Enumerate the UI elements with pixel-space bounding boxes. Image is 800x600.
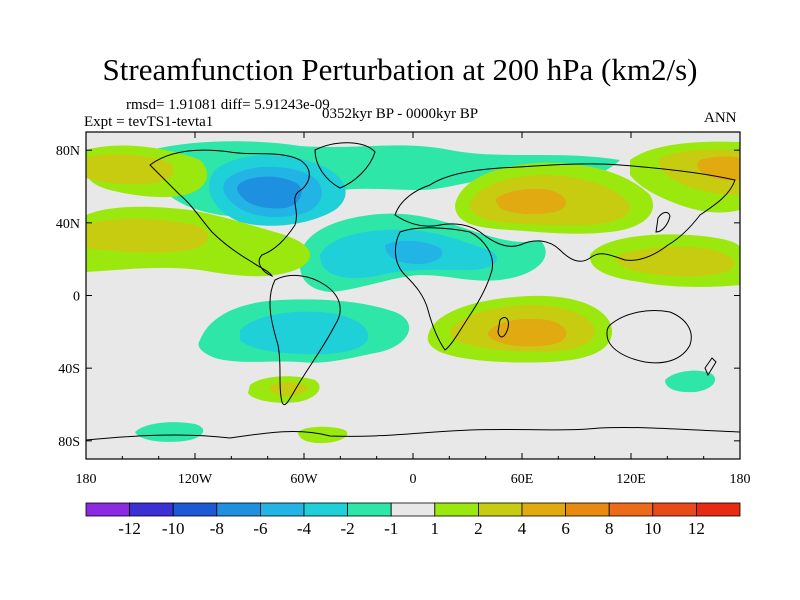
colorbar-label: -6 bbox=[253, 519, 267, 538]
lon-tick-label: 180 bbox=[730, 472, 751, 487]
contour-fill bbox=[495, 188, 566, 215]
colorbar-swatch bbox=[85, 502, 130, 517]
colorbar-swatch bbox=[390, 502, 436, 517]
lon-tick-label: 180 bbox=[76, 472, 97, 487]
colorbar-swatch bbox=[303, 502, 348, 517]
contour-fill bbox=[135, 422, 204, 442]
lat-tick-label: 80N bbox=[56, 144, 80, 159]
contour-fill bbox=[86, 218, 209, 253]
contour-fill bbox=[298, 426, 348, 444]
lat-tick-label: 40N bbox=[56, 217, 80, 232]
map-plot-area bbox=[86, 132, 740, 459]
stats-label: rmsd= 1.91081 diff= 5.91243e-09 bbox=[126, 97, 330, 113]
season-label: ANN bbox=[704, 110, 737, 126]
colorbar-swatch bbox=[652, 502, 697, 517]
colorbar-swatch bbox=[521, 502, 566, 517]
experiment-label: Expt = tevTS1-tevta1 bbox=[84, 114, 214, 130]
lon-tick-label: 60E bbox=[511, 472, 534, 487]
colorbar-label: 12 bbox=[688, 519, 705, 538]
colorbar-swatch bbox=[608, 502, 654, 517]
colorbar-label: -1 bbox=[384, 519, 398, 538]
contour-fill bbox=[488, 318, 567, 347]
contour-fill bbox=[615, 246, 735, 277]
lat-tick-label: 40S bbox=[58, 362, 80, 377]
colorbar-swatch bbox=[434, 502, 479, 517]
colorbar-swatch bbox=[477, 502, 523, 517]
colorbar-swatch bbox=[172, 502, 218, 517]
colorbar-label: 4 bbox=[518, 519, 527, 538]
lat-tick-label: 0 bbox=[73, 290, 80, 305]
contour-fill bbox=[665, 370, 716, 393]
colorbar-swatch bbox=[129, 502, 174, 517]
lon-tick-label: 0 bbox=[410, 472, 417, 487]
colorbar-swatch bbox=[696, 502, 741, 517]
colorbar-label: -2 bbox=[341, 519, 355, 538]
colorbar-swatch bbox=[347, 502, 392, 517]
lon-tick-label: 120W bbox=[178, 472, 213, 487]
lon-tick-label: 60W bbox=[290, 472, 318, 487]
map-title: Streamfunction Perturbation at 200 hPa (… bbox=[102, 52, 698, 87]
colorbar-swatch bbox=[259, 502, 305, 517]
contour-fill bbox=[86, 153, 174, 185]
colorbar-label: 8 bbox=[605, 519, 614, 538]
colorbar-label: 1 bbox=[431, 519, 440, 538]
colorbar-swatch bbox=[216, 502, 261, 517]
contour-fill bbox=[385, 240, 443, 264]
contour-fill bbox=[237, 176, 302, 209]
colorbar-label: 2 bbox=[474, 519, 483, 538]
lon-tick-label: 120E bbox=[616, 472, 646, 487]
colorbar-label: 6 bbox=[561, 519, 570, 538]
colorbar-swatch bbox=[565, 502, 610, 517]
colorbar-label: 10 bbox=[644, 519, 661, 538]
coastlines bbox=[86, 142, 740, 441]
lat-tick-label: 80S bbox=[58, 435, 80, 450]
colorbar-label: -4 bbox=[297, 519, 312, 538]
period-label: 0352kyr BP - 0000kyr BP bbox=[322, 106, 479, 122]
colorbar-label: -8 bbox=[210, 519, 224, 538]
colorbar-label: -10 bbox=[162, 519, 185, 538]
colorbar-label: -12 bbox=[118, 519, 141, 538]
